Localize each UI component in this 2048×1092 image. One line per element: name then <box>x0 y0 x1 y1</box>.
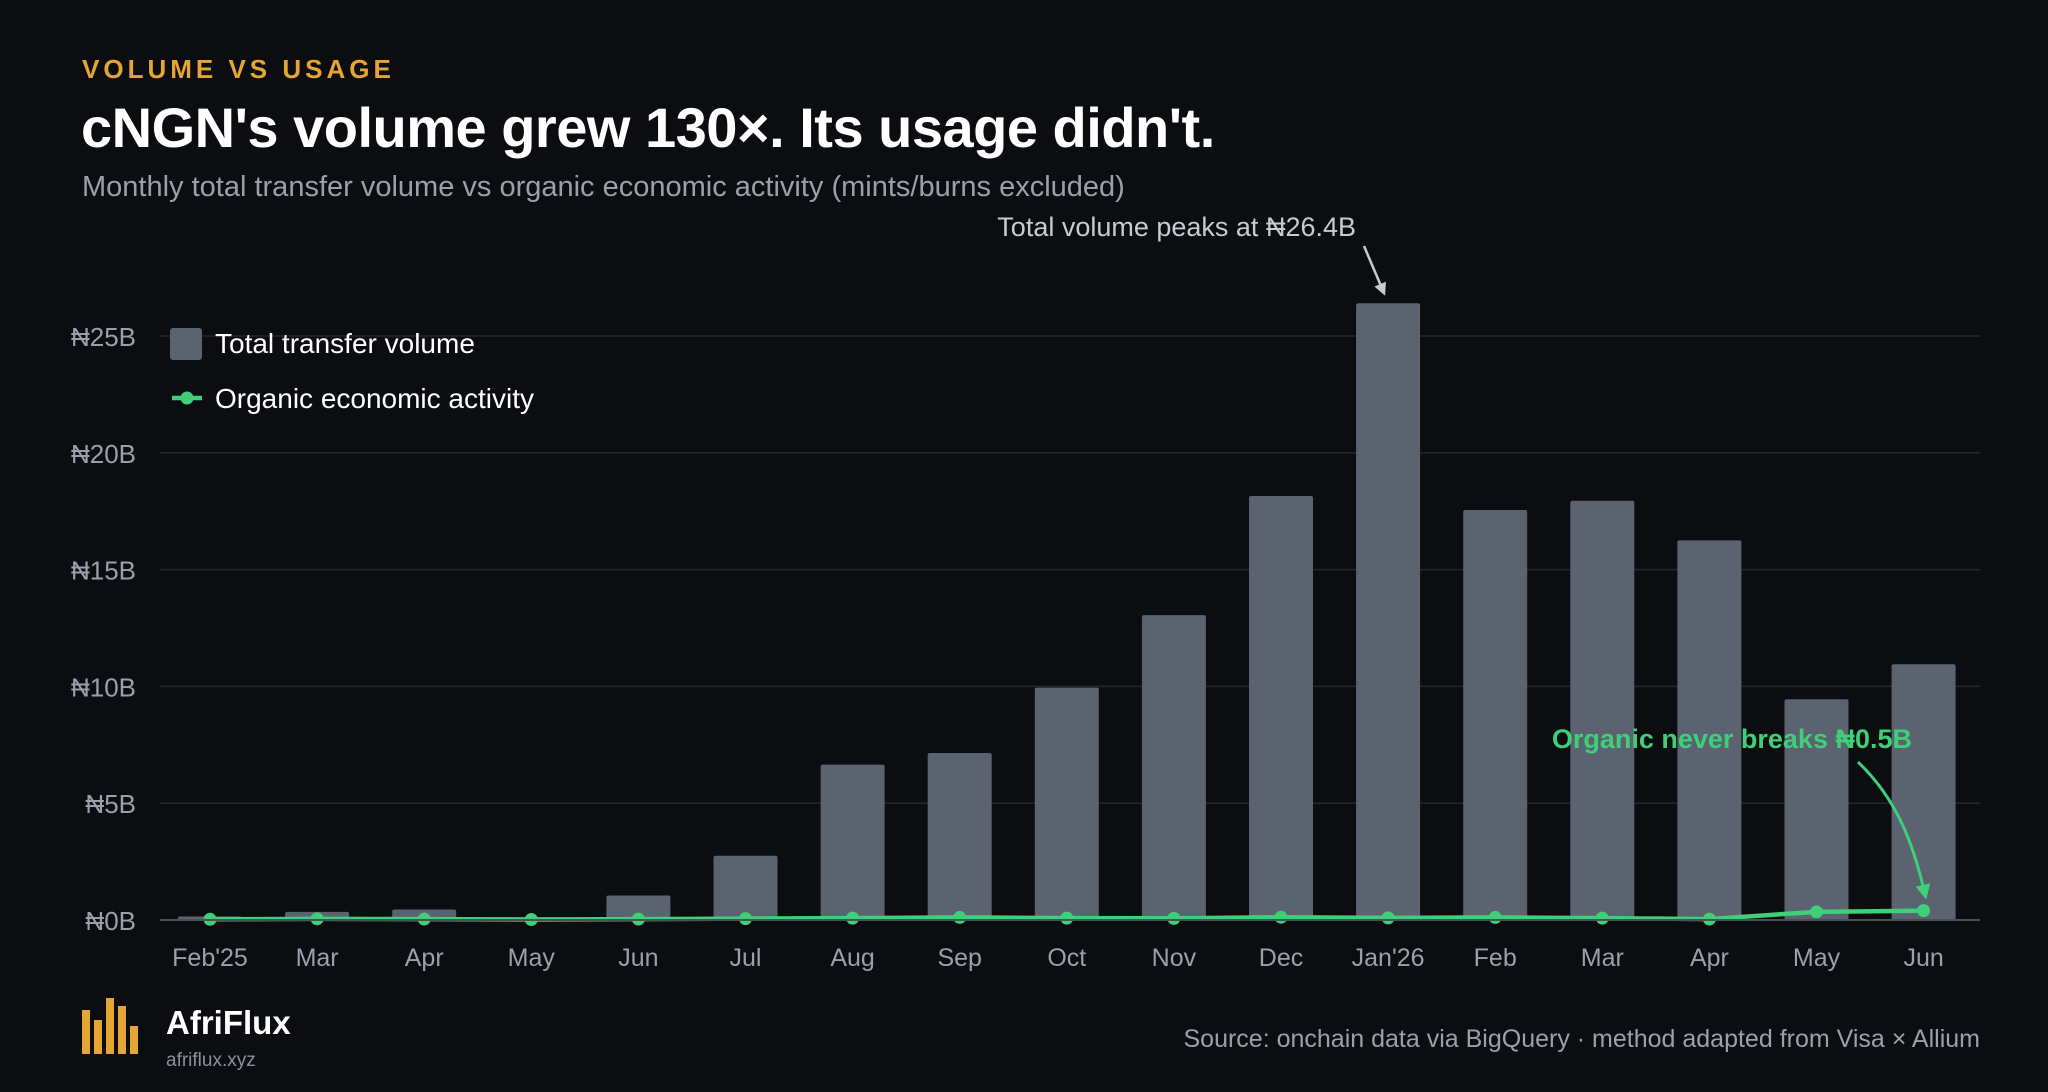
chart-kicker: VOLUME VS USAGE <box>82 54 395 84</box>
x-tick-label: May <box>508 944 556 972</box>
bar-total-volume <box>1677 540 1742 920</box>
bar-total-volume <box>1249 496 1313 920</box>
bar-chart-logo-icon <box>82 998 138 1054</box>
x-tick-label: Dec <box>1259 944 1303 972</box>
y-tick-label: ₦20B <box>71 439 136 469</box>
legend-label-total-volume: Total transfer volume <box>215 328 475 359</box>
annotation-peak-arrow <box>1362 245 1386 296</box>
organic-activity-point <box>1274 910 1288 924</box>
bars <box>178 303 1956 920</box>
organic-activity-point <box>739 912 752 926</box>
brand-url: afriflux.xyz <box>166 1050 256 1071</box>
bar-total-volume <box>1463 510 1528 920</box>
x-tick-label: Feb <box>1474 944 1517 972</box>
x-tick-label: May <box>1793 944 1841 972</box>
organic-activity-point <box>1060 911 1074 925</box>
x-tick-label: Mar <box>1581 944 1624 972</box>
bar-total-volume <box>820 764 885 920</box>
organic-activity-point <box>1810 905 1823 919</box>
x-tick-label: Apr <box>405 944 444 972</box>
chart-title: cNGN's volume grew 130×. Its usage didn'… <box>81 96 1215 159</box>
y-tick-label: ₦5B <box>85 789 136 819</box>
bar-total-volume <box>1141 615 1206 920</box>
chart-subtitle: Monthly total transfer volume vs organic… <box>82 171 1125 203</box>
legend-label-organic: Organic economic activity <box>215 383 534 414</box>
organic-activity-point <box>1167 911 1181 925</box>
legend-swatch-organic-point <box>180 391 194 405</box>
x-tick-label: Jun <box>1903 944 1943 972</box>
x-tick-label: Aug <box>830 944 874 972</box>
y-tick-label: ₦0B <box>85 906 136 936</box>
annotation-organic-text: Organic never breaks ₦0.5B <box>1552 724 1912 754</box>
bar-total-volume <box>1784 699 1849 920</box>
x-tick-label: Jun <box>618 944 658 972</box>
bar-total-volume <box>1356 303 1421 920</box>
x-tick-label: Jan'26 <box>1352 944 1425 972</box>
y-tick-label: ₦15B <box>71 556 136 586</box>
annotation-peak-text: Total volume peaks at ₦26.4B <box>997 212 1356 242</box>
bar-total-volume <box>927 752 992 920</box>
brand-name: AfriFlux <box>166 1004 291 1041</box>
axes: ₦0B ₦5B ₦10B ₦15B ₦20B ₦25B Feb'25 Mar Apr May Jun… <box>71 322 1980 972</box>
bar-total-volume <box>1570 500 1635 920</box>
annotations: Total volume peaks at ₦26.4B Organic neve… <box>997 212 1931 900</box>
organic-activity-point <box>1488 910 1502 924</box>
bar-total-volume <box>713 855 778 920</box>
x-tick-label: Sep <box>937 944 981 972</box>
organic-activity-point <box>846 911 860 925</box>
y-tick-label: ₦25B <box>71 322 136 352</box>
legend-swatch-total-volume <box>170 328 202 360</box>
annotation-organic-arrow <box>1856 760 1931 900</box>
x-tick-label: Nov <box>1152 944 1197 972</box>
bar-total-volume <box>606 895 671 920</box>
organic-activity-point <box>1595 911 1609 925</box>
organic-activity-point <box>310 912 324 926</box>
organic-activity-point <box>953 910 967 924</box>
organic-activity-point <box>1917 904 1931 918</box>
x-tick-label: Mar <box>296 944 339 972</box>
source-note: Source: onchain data via BigQuery · meth… <box>1183 1025 1980 1053</box>
x-tick-label: Apr <box>1690 944 1729 972</box>
y-tick-label: ₦10B <box>71 672 136 702</box>
x-tick-label: Jul <box>730 944 762 972</box>
organic-activity-point <box>1381 911 1395 925</box>
legend: Total transfer volume Organic economic ac… <box>170 328 534 414</box>
bar-total-volume <box>1891 664 1956 920</box>
x-tick-label: Oct <box>1047 944 1086 972</box>
x-tick-label: Feb'25 <box>172 944 248 972</box>
bar-total-volume <box>1034 687 1099 920</box>
